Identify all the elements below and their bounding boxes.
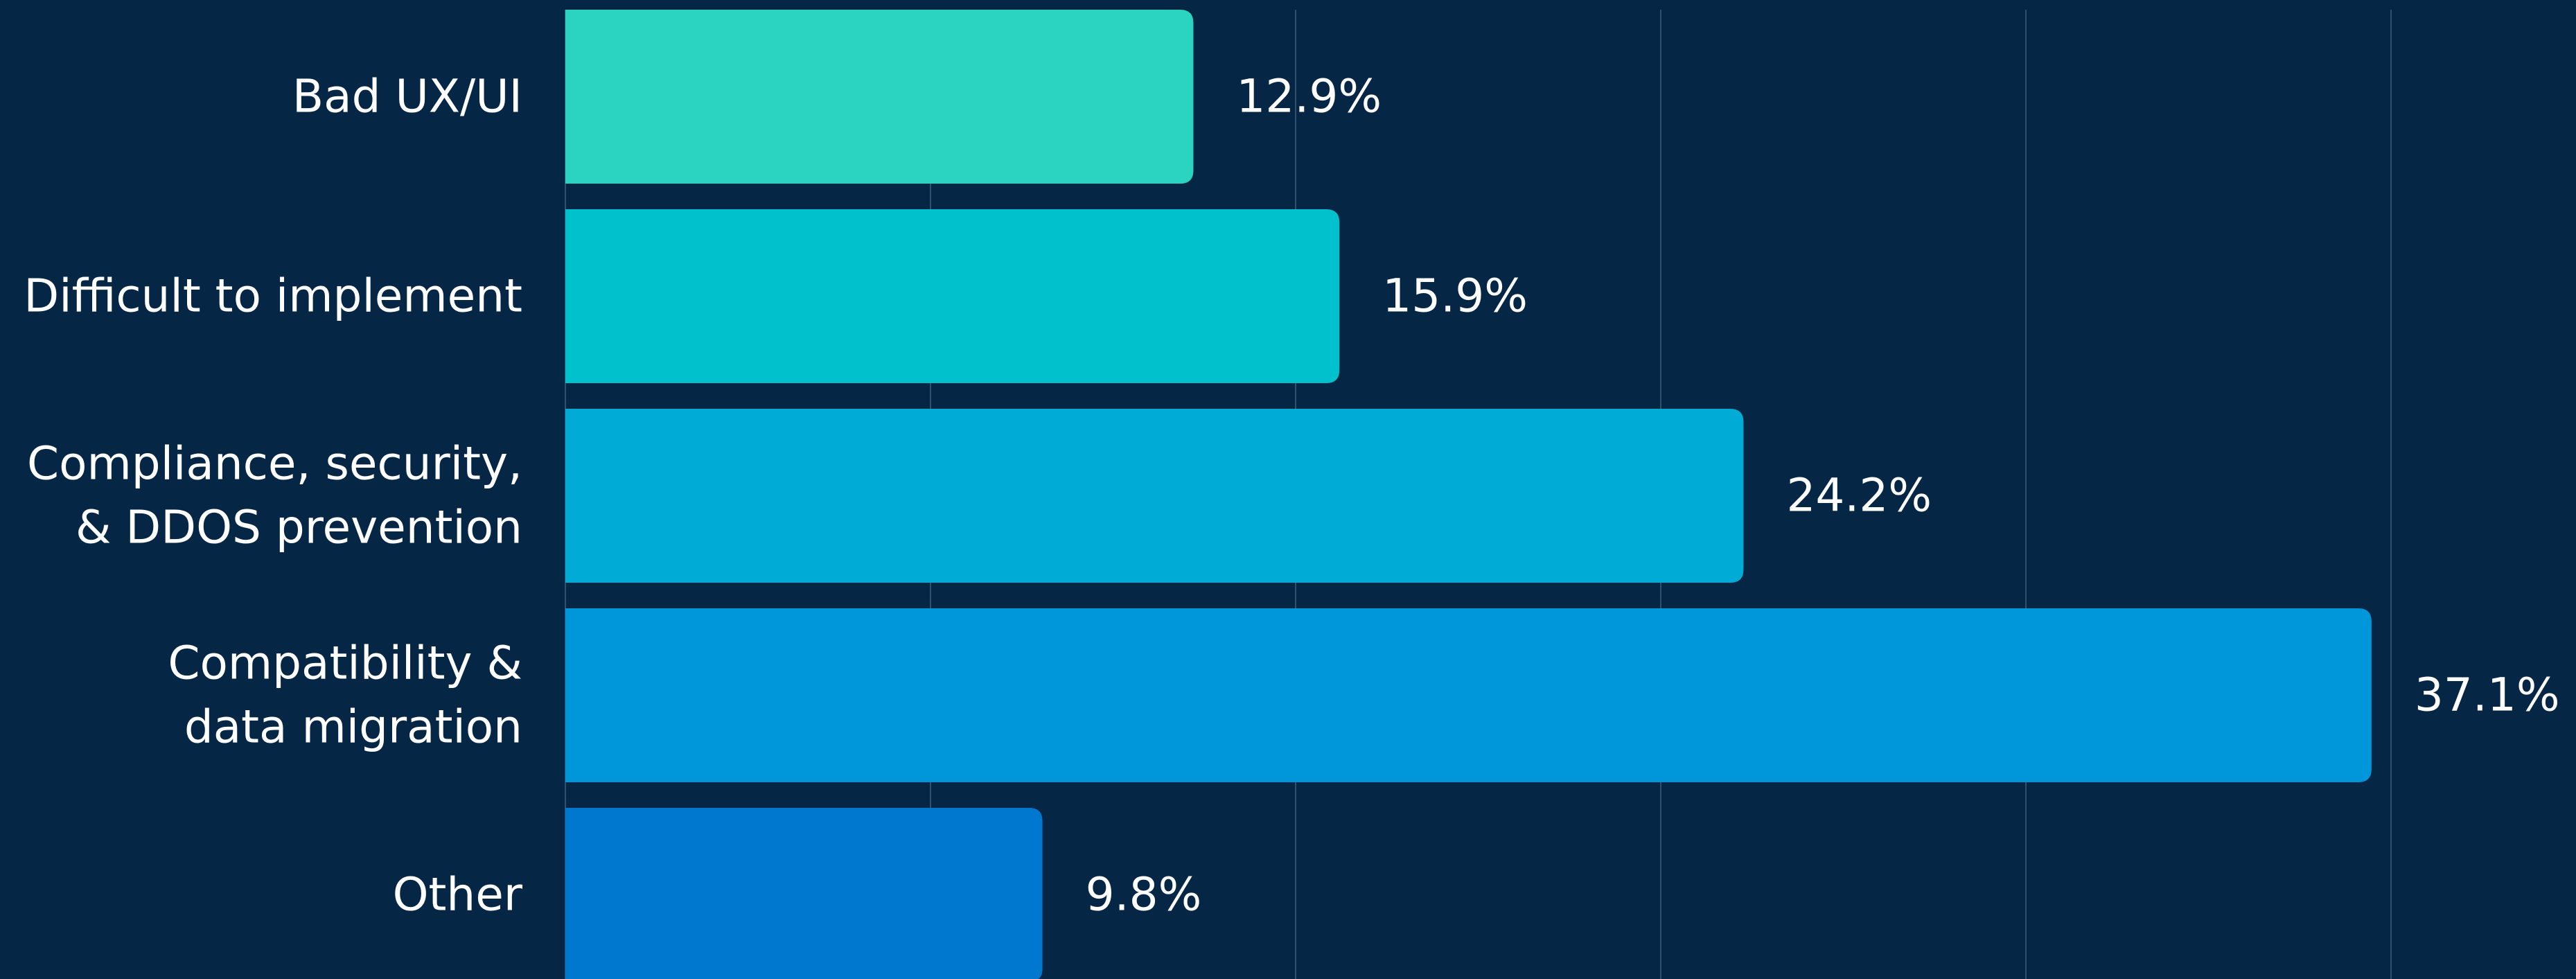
category-label: Bad UX/UI — [292, 70, 522, 123]
value-label: 37.1% — [2415, 669, 2560, 722]
category-label: Other — [393, 868, 523, 921]
value-label: 15.9% — [1382, 270, 1528, 323]
value-label: 12.9% — [1236, 70, 1382, 123]
bar — [565, 808, 1043, 979]
value-label: 24.2% — [1786, 469, 1932, 522]
category-label: Difficult to implement — [24, 270, 522, 323]
bar — [565, 409, 1744, 583]
bar — [565, 209, 1340, 383]
bar — [565, 10, 1194, 184]
value-label: 9.8% — [1086, 868, 1202, 921]
category-label: Compatibility & data migration — [168, 637, 522, 754]
bar — [565, 608, 2372, 782]
category-label: Compliance, security, & DDOS prevention — [27, 437, 522, 554]
